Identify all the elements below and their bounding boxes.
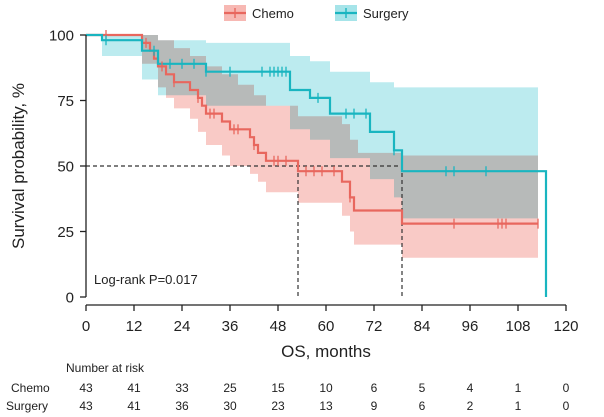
risk-row-label-chemo: Chemo [11,381,50,395]
survival-curves [86,33,548,297]
risk-value-surgery: 13 [319,399,333,413]
x-tick-label: 0 [82,318,90,335]
risk-table: Number at risk Chemo Surgery 43 41 33 25 15 1… [6,361,570,413]
risk-value-surgery: 6 [419,399,426,413]
risk-value-surgery: 9 [371,399,378,413]
y-tick-labels: 0 25 50 75 100 [49,28,74,307]
risk-value-chemo: 6 [371,381,378,395]
risk-value-chemo: 43 [79,381,93,395]
risk-value-chemo: 4 [467,381,474,395]
risk-values: 43 41 33 25 15 10 6 5 4 1 043 41 36 30 23 13 9 6 2 1 0 [79,381,569,413]
risk-value-chemo: 5 [419,381,426,395]
risk-value-chemo: 41 [127,381,141,395]
x-tick-label: 12 [126,318,143,335]
risk-value-surgery: 1 [515,399,522,413]
x-tick-label: 24 [174,318,191,335]
risk-value-surgery: 2 [467,399,474,413]
risk-value-chemo: 0 [563,381,570,395]
y-tick-label: 0 [66,290,74,307]
ci-band-surgery [86,35,538,219]
risk-value-chemo: 15 [271,381,285,395]
x-tick-label: 48 [270,318,287,335]
x-axis-label: OS, months [281,342,371,361]
risk-value-chemo: 1 [515,381,522,395]
x-tick-label: 60 [318,318,335,335]
risk-value-chemo: 10 [319,381,333,395]
x-tick-labels: 0 12 24 36 48 60 72 84 96 108 120 [82,318,579,335]
x-tick-label: 84 [414,318,431,335]
risk-value-chemo: 25 [223,381,237,395]
y-axis-label: Survival probability, % [9,83,28,249]
y-tick-label: 25 [57,224,74,241]
logrank-annotation: Log-rank P=0.017 [94,272,198,287]
risk-value-chemo: 33 [175,381,189,395]
risk-row-label-surgery: Surgery [6,399,48,413]
legend-label-surgery: Surgery [363,6,409,21]
legend: Chemo Surgery [224,5,409,21]
risk-value-surgery: 41 [127,399,141,413]
x-tick-label: 96 [462,318,479,335]
risk-value-surgery: 23 [271,399,285,413]
median-survival-lines [86,165,403,297]
legend-label-chemo: Chemo [252,6,294,21]
risk-value-surgery: 0 [563,399,570,413]
survival-curve-surgery [86,33,548,297]
censor-marks [105,30,539,229]
risk-value-surgery: 36 [175,399,189,413]
y-tick-marks [80,34,86,298]
x-tick-label: 36 [222,318,239,335]
x-tick-label: 72 [366,318,383,335]
x-tick-label: 120 [553,318,578,335]
y-tick-label: 75 [57,93,74,110]
x-tick-marks [85,305,567,311]
y-tick-label: 50 [57,159,74,176]
risk-value-surgery: 43 [79,399,93,413]
risk-value-surgery: 30 [223,399,237,413]
y-tick-label: 100 [49,28,74,45]
x-tick-label: 108 [505,318,530,335]
axes: 0 25 50 75 100 0 12 24 36 48 60 72 84 96 108 120 [49,28,579,336]
risk-table-header: Number at risk [66,361,145,375]
